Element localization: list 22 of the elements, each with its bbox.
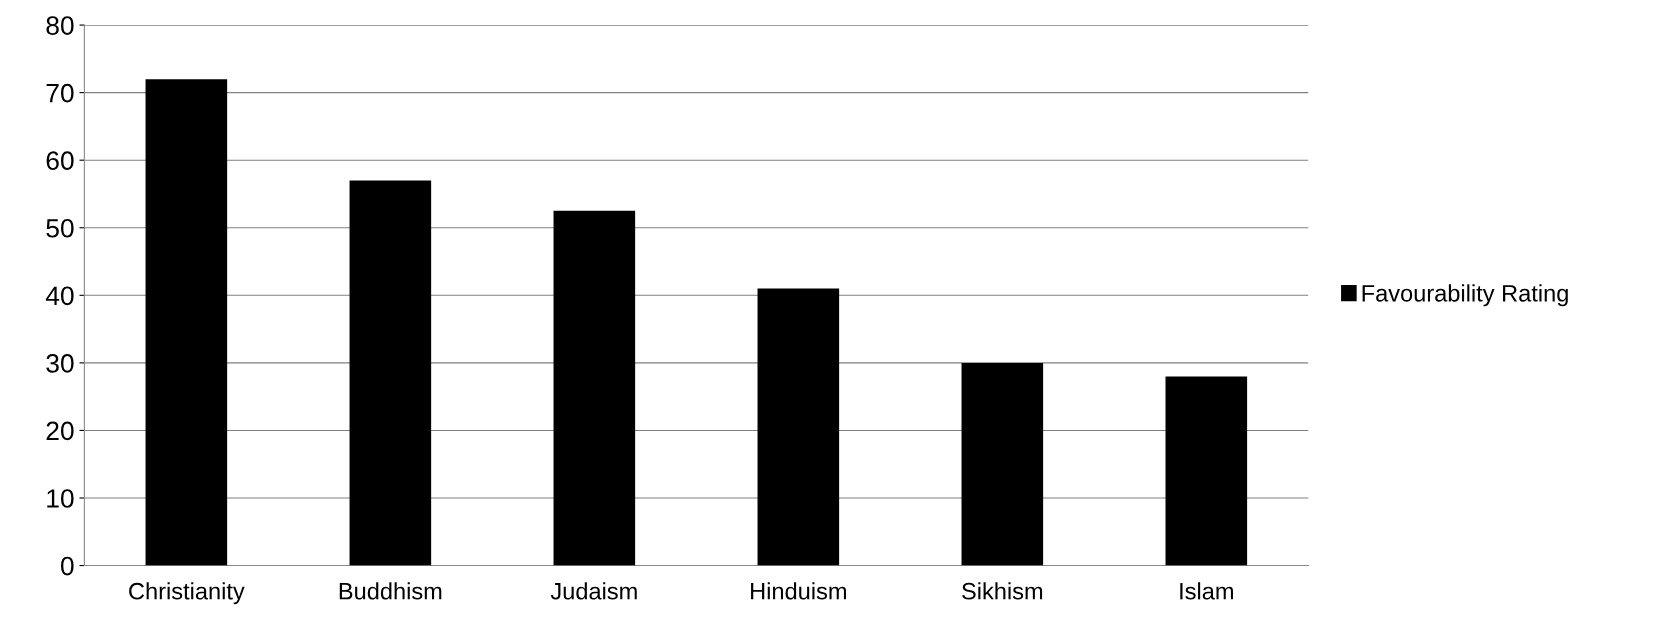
- bar: [961, 362, 1044, 566]
- bar: [349, 180, 432, 566]
- x-tick-label: Buddhism: [339, 582, 442, 600]
- bar: [553, 210, 636, 566]
- y-tick-label: 0: [60, 556, 74, 576]
- x-tick-label: Sikhism: [962, 582, 1043, 600]
- y-tick-label: 80: [46, 16, 74, 35]
- y-tick-label: 20: [46, 421, 74, 441]
- y-tick-label: 40: [45, 286, 74, 306]
- y-tick-label: 30: [46, 354, 74, 373]
- x-tick-label: Islam: [1180, 582, 1233, 600]
- bar: [1165, 376, 1248, 566]
- y-tick-label: 70: [46, 83, 74, 103]
- x-tick-label: Hinduism: [751, 582, 846, 600]
- legend-label: Favourability Rating: [1362, 284, 1568, 307]
- x-tick-label: Judaism: [550, 582, 637, 600]
- bar: [757, 288, 840, 566]
- y-tick-label: 10: [47, 489, 74, 508]
- y-tick-label: 50: [46, 218, 74, 238]
- y-tick-label: 60: [46, 151, 74, 171]
- bar: [145, 79, 228, 566]
- x-tick-label: Christianity: [129, 582, 245, 605]
